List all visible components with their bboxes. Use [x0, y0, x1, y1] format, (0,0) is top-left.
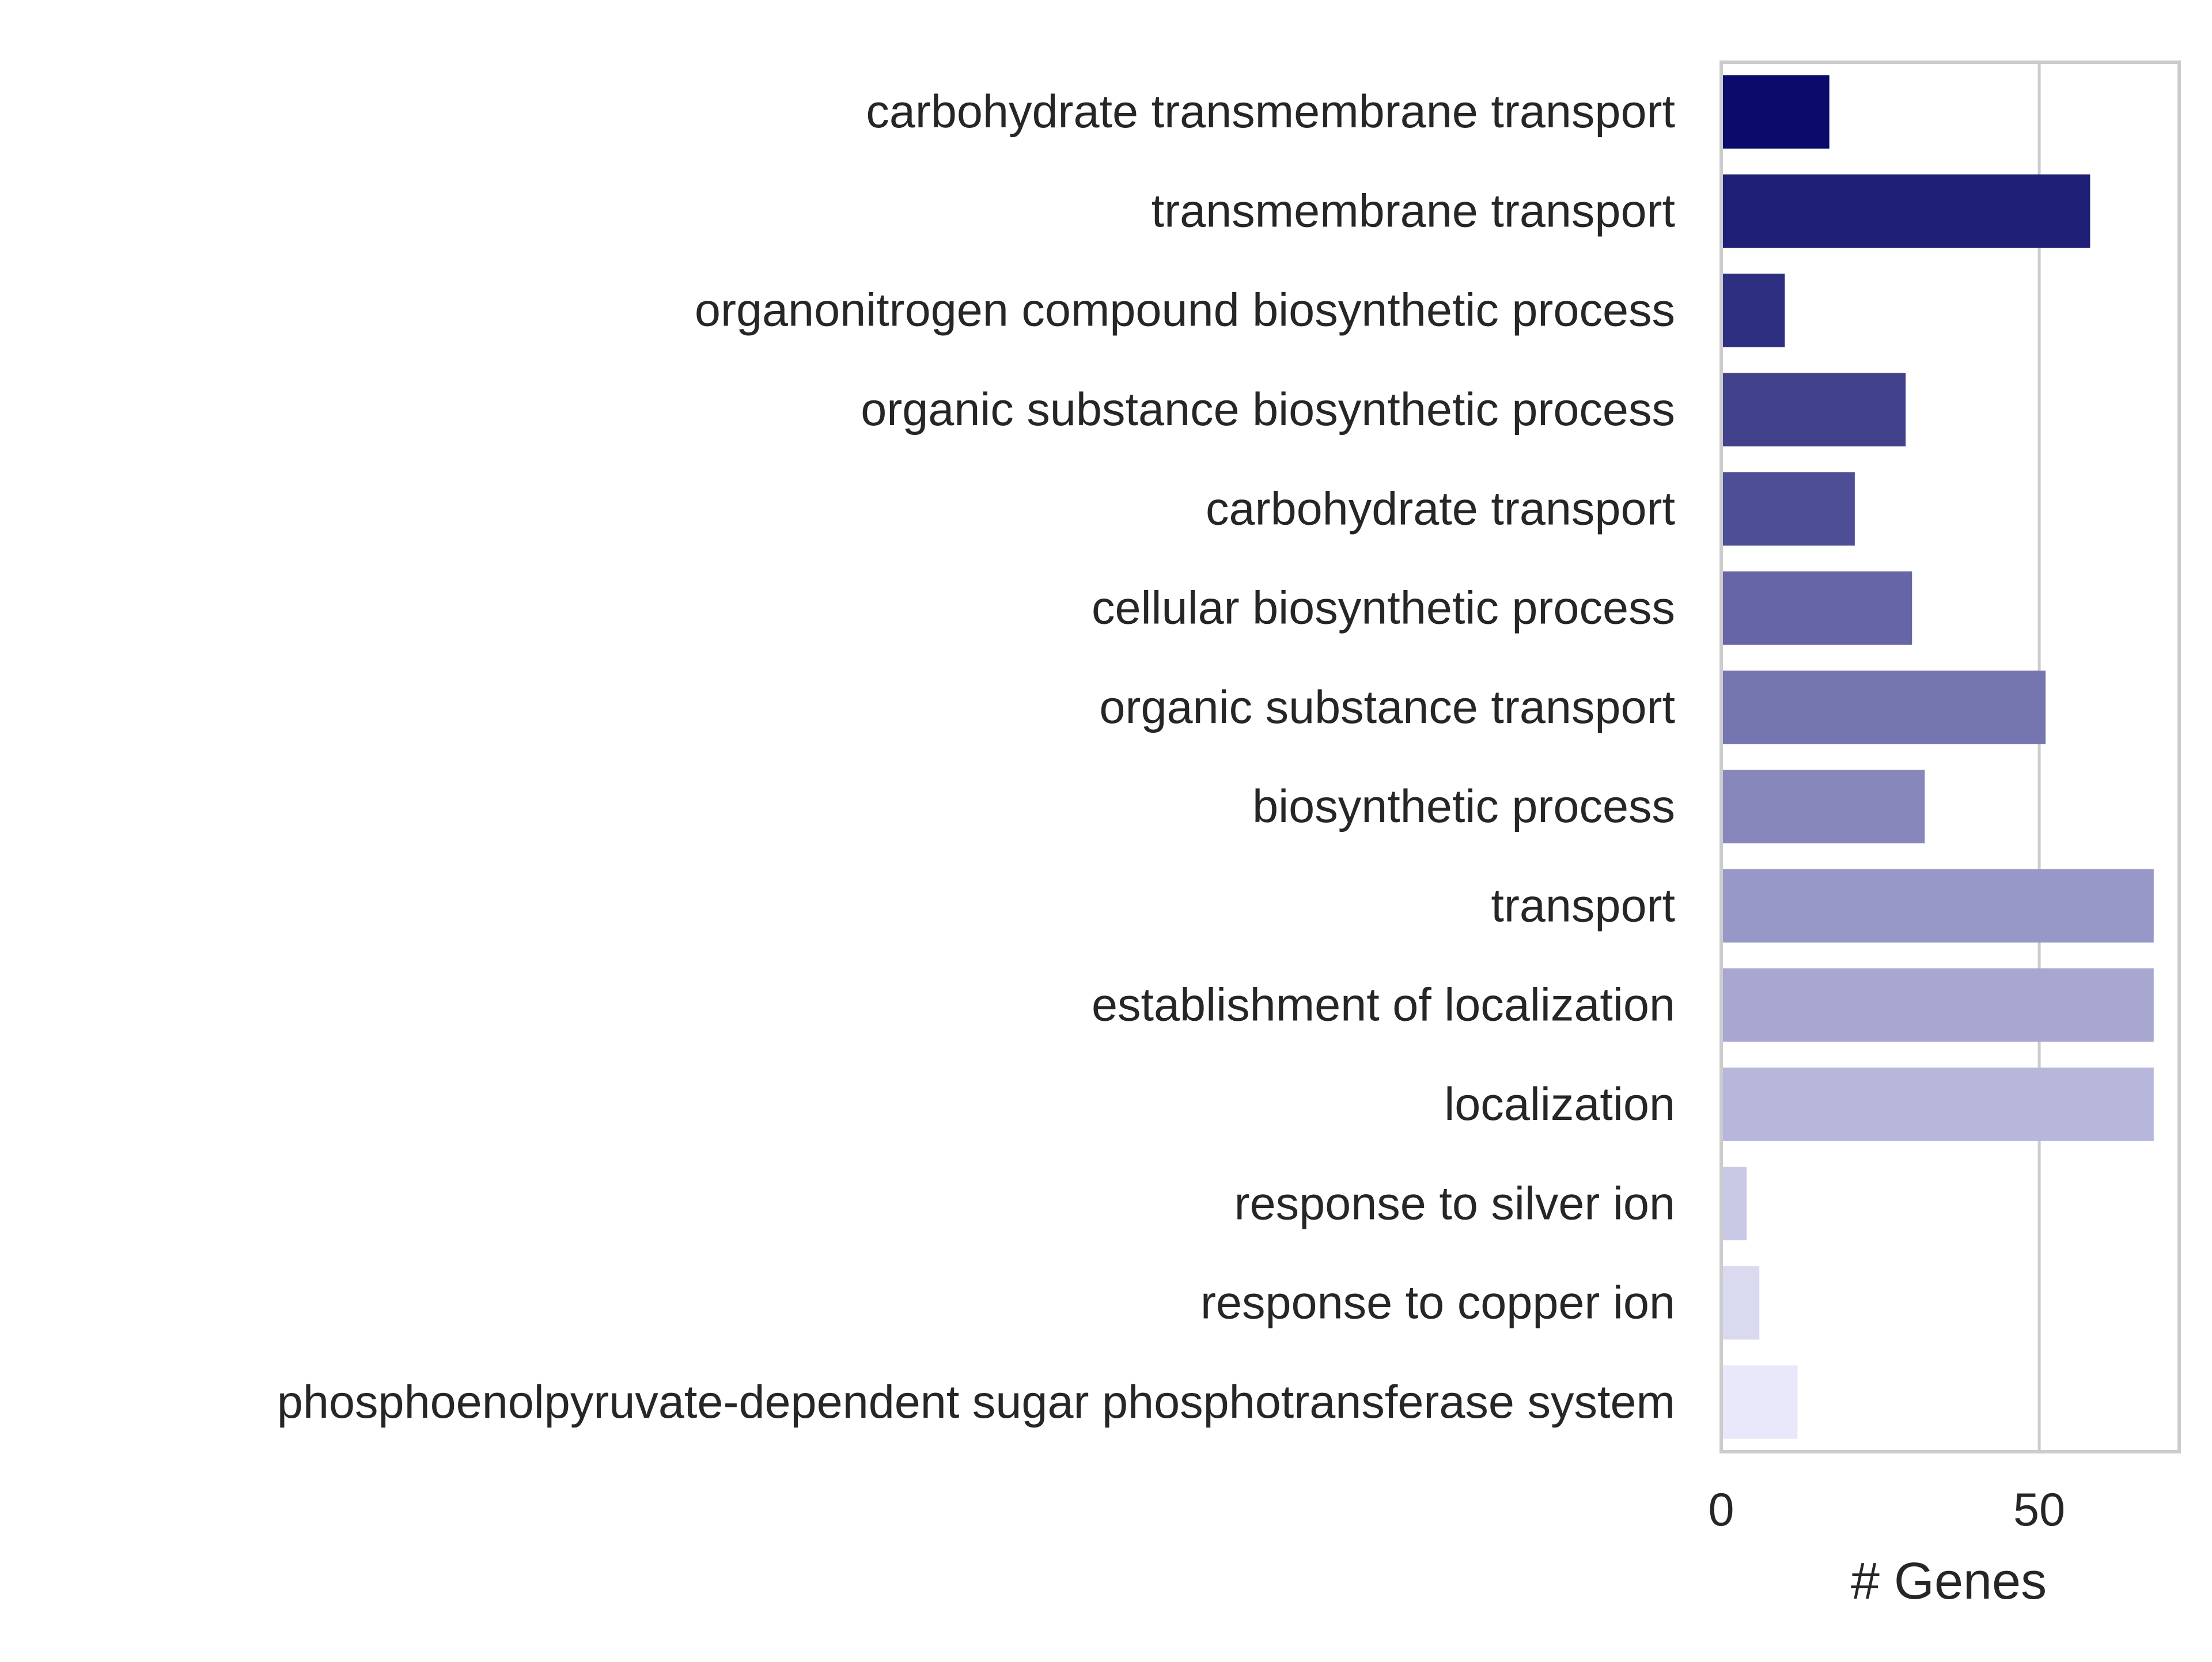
- category-label: biosynthetic process: [1252, 781, 1675, 832]
- bar-2: [1721, 273, 1785, 347]
- plot-border: [1719, 60, 2181, 1453]
- bar-11: [1721, 1167, 1747, 1241]
- bar-13: [1721, 1365, 1798, 1439]
- x-axis-title: # Genes: [1851, 1553, 2047, 1610]
- plot-frame: [1719, 60, 2181, 1453]
- bar-5: [1721, 571, 1912, 645]
- category-label: transmembrane transport: [1152, 185, 1675, 237]
- bar-8: [1721, 869, 2154, 943]
- bar-4: [1721, 472, 1855, 546]
- category-label: carbohydrate transmembrane transport: [866, 86, 1675, 138]
- category-label: phosphoenolpyruvate-dependent sugar phos…: [277, 1376, 1675, 1428]
- x-tick-labels: 0 50: [1708, 1484, 2065, 1536]
- category-label: organic substance biosynthetic process: [861, 384, 1675, 436]
- category-label: establishment of localization: [1092, 979, 1675, 1031]
- x-tick-label: 0: [1708, 1484, 1734, 1536]
- bars: [1721, 75, 2154, 1439]
- category-label: organic substance transport: [1099, 682, 1675, 733]
- bar-7: [1721, 770, 1925, 843]
- category-label: transport: [1491, 880, 1675, 932]
- category-label: cellular biosynthetic process: [1092, 582, 1675, 634]
- category-label: organonitrogen compound biosynthetic pro…: [695, 285, 1675, 336]
- category-label: localization: [1444, 1078, 1675, 1130]
- bar-6: [1721, 671, 2046, 744]
- bar-3: [1721, 373, 1906, 446]
- category-label: carbohydrate transport: [1206, 483, 1675, 535]
- category-label: response to copper ion: [1200, 1277, 1675, 1329]
- bar-10: [1721, 1067, 2154, 1141]
- bar-1: [1721, 174, 2090, 248]
- bar-0: [1721, 75, 1830, 149]
- x-tick-label: 50: [2013, 1484, 2065, 1536]
- category-labels: carbohydrate transmembrane transport tran…: [277, 86, 1675, 1428]
- category-label: response to silver ion: [1234, 1178, 1675, 1229]
- bar-9: [1721, 968, 2154, 1042]
- bar-12: [1721, 1266, 1760, 1340]
- gridlines: [1719, 62, 2041, 1452]
